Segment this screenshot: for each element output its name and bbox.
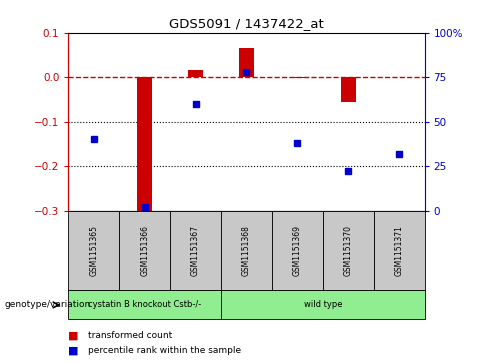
Title: GDS5091 / 1437422_at: GDS5091 / 1437422_at xyxy=(169,17,324,30)
Bar xyxy=(170,211,221,290)
Text: percentile rank within the sample: percentile rank within the sample xyxy=(88,346,241,355)
Bar xyxy=(119,211,170,290)
Text: GSM1151365: GSM1151365 xyxy=(89,225,98,276)
Text: GSM1151369: GSM1151369 xyxy=(293,225,302,276)
Text: ■: ■ xyxy=(68,331,79,341)
Bar xyxy=(341,77,356,102)
Bar xyxy=(188,70,203,77)
Bar xyxy=(68,290,221,319)
Text: ■: ■ xyxy=(68,345,79,355)
Text: GSM1151368: GSM1151368 xyxy=(242,225,251,276)
Bar xyxy=(323,211,374,290)
Text: GSM1151367: GSM1151367 xyxy=(191,225,200,276)
Bar xyxy=(221,290,425,319)
Text: GSM1151371: GSM1151371 xyxy=(395,225,404,276)
Bar xyxy=(239,48,254,77)
Bar xyxy=(374,211,425,290)
Text: cystatin B knockout Cstb-/-: cystatin B knockout Cstb-/- xyxy=(88,301,201,309)
Text: GSM1151366: GSM1151366 xyxy=(140,225,149,276)
Text: genotype/variation: genotype/variation xyxy=(5,301,91,309)
Text: GSM1151370: GSM1151370 xyxy=(344,225,353,276)
Bar xyxy=(68,211,119,290)
Bar xyxy=(290,77,305,78)
Bar xyxy=(272,211,323,290)
Bar xyxy=(221,211,272,290)
Bar xyxy=(137,77,152,211)
Text: transformed count: transformed count xyxy=(88,331,172,340)
Text: wild type: wild type xyxy=(304,301,342,309)
